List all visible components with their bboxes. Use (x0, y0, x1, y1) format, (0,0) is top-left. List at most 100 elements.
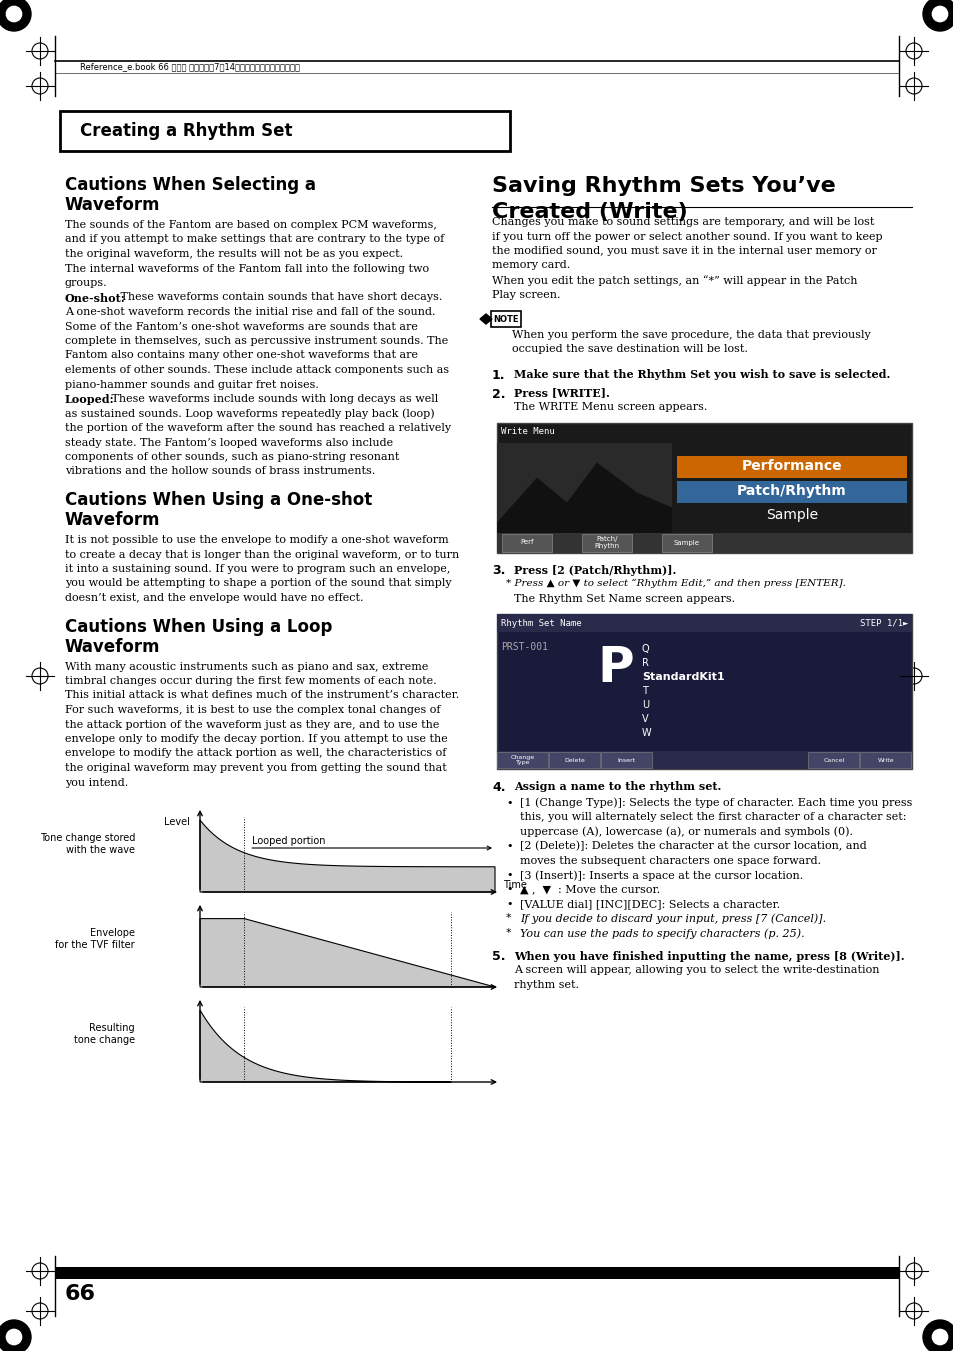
Text: Cautions When Selecting a: Cautions When Selecting a (65, 176, 315, 195)
Text: This initial attack is what defines much of the instrument’s character.: This initial attack is what defines much… (65, 690, 458, 701)
Text: Fantom also contains many other one-shot waveforms that are: Fantom also contains many other one-shot… (65, 350, 417, 361)
Polygon shape (200, 820, 495, 892)
Bar (497, 532, 911, 553)
Text: Saving Rhythm Sets You’ve: Saving Rhythm Sets You’ve (492, 176, 835, 196)
Text: Sample: Sample (673, 539, 700, 546)
Text: The Rhythm Set Name screen appears.: The Rhythm Set Name screen appears. (514, 593, 735, 604)
Bar (548, 753, 599, 767)
Text: components of other sounds, such as piano-string resonant: components of other sounds, such as pian… (65, 453, 399, 462)
Text: •: • (505, 842, 512, 851)
Text: Delete: Delete (564, 758, 584, 762)
Text: Make sure that the Rhythm Set you wish to save is selected.: Make sure that the Rhythm Set you wish t… (514, 369, 889, 380)
Text: piano-hammer sounds and guitar fret noises.: piano-hammer sounds and guitar fret nois… (65, 380, 318, 389)
Text: The internal waveforms of the Fantom fall into the following two: The internal waveforms of the Fantom fal… (65, 263, 429, 273)
Text: you intend.: you intend. (65, 777, 128, 788)
Text: Creating a Rhythm Set: Creating a Rhythm Set (80, 122, 293, 141)
Text: vibrations and the hollow sounds of brass instruments.: vibrations and the hollow sounds of bras… (65, 466, 375, 477)
Text: uppercase (A), lowercase (a), or numerals and symbols (0).: uppercase (A), lowercase (a), or numeral… (519, 827, 852, 838)
Text: These waveforms include sounds with long decays as well: These waveforms include sounds with long… (108, 394, 437, 404)
Text: Cancel: Cancel (822, 758, 844, 762)
Bar (497, 443, 671, 553)
Bar (60, 111, 510, 151)
Text: It is not possible to use the envelope to modify a one-shot waveform: It is not possible to use the envelope t… (65, 535, 448, 544)
Bar (581, 534, 631, 551)
Text: 1.: 1. (492, 369, 505, 382)
Polygon shape (200, 919, 495, 988)
Text: ▲ ,  ▼  : Move the cursor.: ▲ , ▼ : Move the cursor. (519, 885, 659, 894)
Text: The sounds of the Fantom are based on complex PCM waveforms,: The sounds of the Fantom are based on co… (65, 220, 436, 230)
Text: Insert: Insert (617, 758, 635, 762)
Text: 2.: 2. (492, 388, 505, 400)
Text: T: T (641, 686, 647, 696)
Circle shape (931, 7, 946, 22)
Text: Patch/
Rhythn: Patch/ Rhythn (594, 536, 618, 549)
Text: Assign a name to the rhythm set.: Assign a name to the rhythm set. (514, 781, 720, 792)
Circle shape (931, 1329, 946, 1344)
Text: Performance: Performance (740, 459, 841, 473)
Text: Write: Write (877, 758, 893, 762)
Text: 3.: 3. (492, 565, 505, 577)
Text: P: P (597, 644, 633, 692)
FancyBboxPatch shape (491, 311, 520, 327)
Bar (55, 1267, 898, 1279)
Text: Change
Type: Change Type (511, 755, 535, 766)
Bar (497, 613, 911, 769)
Text: envelope to modify the attack portion as well, the characteristics of: envelope to modify the attack portion as… (65, 748, 446, 758)
Text: You can use the pads to specify characters (p. 25).: You can use the pads to specify characte… (519, 928, 803, 939)
Text: 66: 66 (65, 1283, 96, 1304)
Text: the original waveform may prevent you from getting the sound that: the original waveform may prevent you fr… (65, 763, 446, 773)
Text: •: • (505, 898, 512, 909)
Text: this, you will alternately select the first character of a character set:: this, you will alternately select the fi… (519, 812, 905, 821)
Text: Perf: Perf (519, 539, 533, 546)
Text: [3 (Insert)]: Inserts a space at the cursor location.: [3 (Insert)]: Inserts a space at the cur… (519, 870, 802, 881)
Text: steady state. The Fantom’s looped waveforms also include: steady state. The Fantom’s looped wavefo… (65, 438, 393, 447)
Text: PRST-001: PRST-001 (500, 642, 547, 653)
Text: Level: Level (164, 817, 190, 827)
Text: you would be attempting to shape a portion of the sound that simply: you would be attempting to shape a porti… (65, 578, 451, 589)
Text: memory card.: memory card. (492, 261, 570, 270)
Text: Rhythm Set Name: Rhythm Set Name (500, 619, 581, 627)
Bar (497, 753, 547, 767)
Bar (501, 534, 552, 551)
Text: Waveform: Waveform (65, 196, 160, 213)
Text: A one-shot waveform records the initial rise and fall of the sound.: A one-shot waveform records the initial … (65, 307, 435, 317)
Text: Cautions When Using a Loop: Cautions When Using a Loop (65, 617, 332, 635)
Text: Reference_e.book 66 ページ ２００３年7月14日　月曜日　午後３時２５分: Reference_e.book 66 ページ ２００３年7月14日 月曜日 午… (80, 62, 299, 72)
Text: Time: Time (502, 880, 526, 890)
Text: Tone change stored
with the wave: Tone change stored with the wave (40, 834, 135, 855)
Bar (497, 751, 911, 769)
Circle shape (7, 1329, 22, 1344)
Text: With many acoustic instruments such as piano and sax, extreme: With many acoustic instruments such as p… (65, 662, 428, 671)
Circle shape (0, 0, 30, 31)
Text: One-shot:: One-shot: (65, 293, 126, 304)
Text: •: • (505, 797, 512, 808)
Text: NOTE: NOTE (493, 315, 518, 323)
Text: it into a sustaining sound. If you were to program such an envelope,: it into a sustaining sound. If you were … (65, 563, 450, 574)
Bar (807, 753, 859, 767)
Text: V: V (641, 713, 648, 724)
Text: Envelope
for the TVF filter: Envelope for the TVF filter (55, 928, 135, 950)
Text: elements of other sounds. These include attack components such as: elements of other sounds. These include … (65, 365, 449, 376)
Polygon shape (200, 1011, 450, 1082)
Text: timbral changes occur during the first few moments of each note.: timbral changes occur during the first f… (65, 676, 436, 686)
Text: to create a decay that is longer than the original waveform, or to turn: to create a decay that is longer than th… (65, 550, 458, 559)
Polygon shape (479, 313, 492, 324)
Text: rhythm set.: rhythm set. (514, 979, 578, 989)
Text: If you decide to discard your input, press [7 (Cancel)].: If you decide to discard your input, pre… (519, 913, 825, 924)
Text: Q: Q (641, 644, 649, 654)
Text: Created (Write): Created (Write) (492, 203, 687, 222)
Text: [2 (Delete)]: Deletes the character at the cursor location, and: [2 (Delete)]: Deletes the character at t… (519, 842, 866, 851)
Text: the portion of the waveform after the sound has reached a relatively: the portion of the waveform after the so… (65, 423, 451, 434)
Text: These waveforms contain sounds that have short decays.: These waveforms contain sounds that have… (117, 293, 442, 303)
Circle shape (923, 1320, 953, 1351)
Text: Waveform: Waveform (65, 511, 160, 530)
Text: Resulting
tone change: Resulting tone change (73, 1023, 135, 1044)
Text: Sample: Sample (765, 508, 818, 523)
Bar (677, 455, 906, 477)
Text: Looped:: Looped: (65, 394, 114, 405)
Text: Play screen.: Play screen. (492, 289, 560, 300)
Text: * Press ▲ or ▼ to select “Rhythm Edit,” and then press [ENTER].: * Press ▲ or ▼ to select “Rhythm Edit,” … (505, 580, 845, 588)
Bar (661, 534, 711, 551)
Bar (497, 423, 911, 553)
Text: groups.: groups. (65, 278, 108, 288)
